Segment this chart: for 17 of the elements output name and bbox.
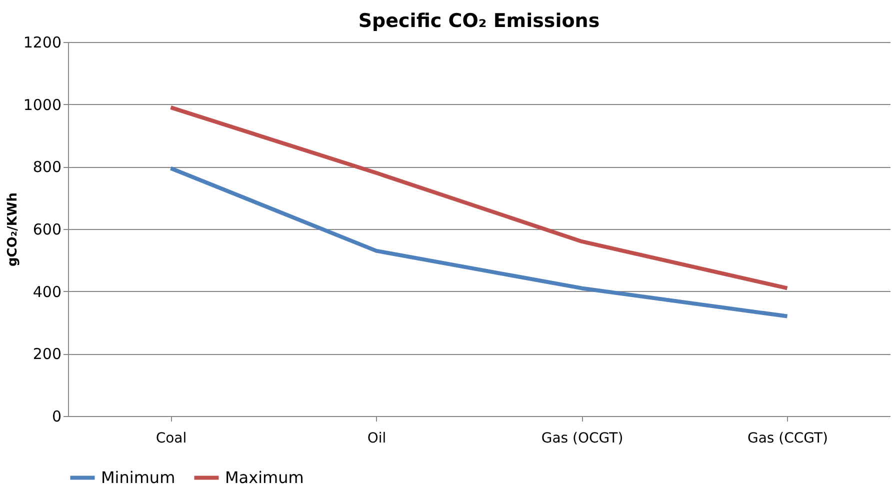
x-tick-label: Coal <box>156 430 187 446</box>
line-series <box>168 105 790 290</box>
y-tick-label: 1000 <box>23 96 62 114</box>
x-tick-label: Oil <box>367 430 386 446</box>
y-tick-label: 600 <box>32 220 62 238</box>
y-tick-label: 0 <box>52 408 62 426</box>
x-tick-label: Gas (OCGT) <box>541 430 624 446</box>
y-tick-label: 800 <box>32 158 62 176</box>
y-tick-label: 200 <box>32 345 62 364</box>
legend-label: Maximum <box>225 468 304 487</box>
x-tick-label: Gas (CCGT) <box>747 430 828 446</box>
y-tick-label: 1200 <box>23 34 62 52</box>
line-series <box>168 166 790 318</box>
y-tick-label: 400 <box>32 282 62 301</box>
legend-label: Minimum <box>101 468 176 487</box>
y-axis-title: gCO₂/KWh <box>5 192 20 267</box>
chart-title: Specific CO₂ Emissions <box>358 10 600 32</box>
